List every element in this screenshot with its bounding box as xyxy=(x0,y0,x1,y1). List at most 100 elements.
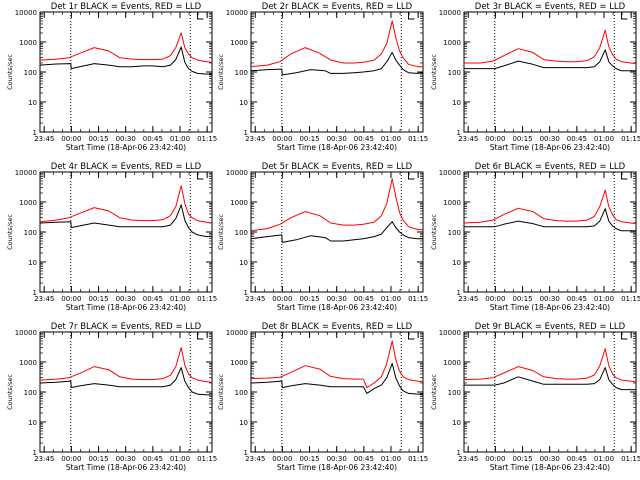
x-axis-title: Start Time (18-Apr-06 23:42:40) xyxy=(277,143,397,152)
x-tick-label: 00:00 xyxy=(272,295,292,303)
plot-frame xyxy=(463,331,637,453)
y-axis-title: Counts/sec xyxy=(6,54,14,90)
x-tick-label: 01:00 xyxy=(381,455,401,463)
x-tick-label: 23:45 xyxy=(34,135,54,143)
panel-title: Det 9r BLACK = Events, RED = LLD xyxy=(475,322,626,332)
series-line-events xyxy=(250,362,423,395)
y-axis-title: Counts/sec xyxy=(430,54,438,90)
plot-frame xyxy=(250,11,424,133)
x-tick-label: 00:15 xyxy=(512,295,532,303)
y-tick-label: 10 xyxy=(28,419,37,427)
panel-det-5: Det 5r BLACK = Events, RED = LLD 1 10 100 10… xyxy=(217,162,428,312)
x-tick-label: 01:15 xyxy=(621,295,640,303)
y-tick-label: 10 xyxy=(28,99,37,107)
x-tick-label: 01:15 xyxy=(197,135,217,143)
y-tick-label: 10 xyxy=(239,99,248,107)
y-tick-label: 100 xyxy=(24,69,37,77)
y-tick-label: 1000 xyxy=(19,39,37,47)
series-line-lld xyxy=(250,178,423,232)
x-tick-label: 00:15 xyxy=(88,295,108,303)
x-tick-label: 01:15 xyxy=(621,455,640,463)
x-tick-label: 23:45 xyxy=(458,455,478,463)
flag-marker xyxy=(197,332,204,340)
series-line-events xyxy=(250,51,424,76)
y-tick-label: 10000 xyxy=(226,169,248,177)
y-axis-title: Counts/sec xyxy=(6,374,14,410)
x-tick-label: 00:15 xyxy=(88,135,108,143)
y-tick-label: 100 xyxy=(235,69,248,77)
y-tick-label: 100 xyxy=(448,229,461,237)
y-tick-label: 10000 xyxy=(15,329,37,337)
x-tick-label: 23:45 xyxy=(245,455,265,463)
x-axis-title: Start Time (18-Apr-06 23:42:40) xyxy=(490,143,610,152)
panel-det-8: Det 8r BLACK = Events, RED = LLD 1 10 100 10… xyxy=(217,322,428,472)
y-tick-label: 1000 xyxy=(19,359,37,367)
y-tick-label: 1000 xyxy=(230,199,248,207)
x-tick-label: 00:00 xyxy=(272,135,292,143)
x-tick-label: 01:00 xyxy=(381,295,401,303)
x-tick-label: 00:30 xyxy=(116,295,136,303)
x-tick-label: 00:45 xyxy=(143,455,163,463)
flag-marker xyxy=(621,172,628,180)
x-tick-label: 00:00 xyxy=(485,295,505,303)
y-tick-label: 1000 xyxy=(443,359,461,367)
panel-title: Det 3r BLACK = Events, RED = LLD xyxy=(475,2,626,12)
flag-marker xyxy=(621,332,628,340)
panel-det-3: Det 3r BLACK = Events, RED = LLD 1 10 100 10… xyxy=(430,2,640,152)
x-tick-label: 00:45 xyxy=(354,455,374,463)
x-tick-label: 01:15 xyxy=(408,135,428,143)
x-tick-label: 00:45 xyxy=(354,295,374,303)
y-tick-label: 1 xyxy=(244,129,248,137)
y-tick-label: 10 xyxy=(239,419,248,427)
x-tick-label: 01:15 xyxy=(408,455,428,463)
x-tick-label: 00:30 xyxy=(116,455,136,463)
x-tick-label: 00:45 xyxy=(354,135,374,143)
series-line-events xyxy=(250,221,423,243)
y-axis-title: Counts/sec xyxy=(217,374,225,410)
x-tick-label: 00:00 xyxy=(485,135,505,143)
y-tick-label: 1 xyxy=(244,449,248,457)
y-axis-title: Counts/sec xyxy=(430,214,438,250)
x-tick-label: 23:45 xyxy=(458,135,478,143)
x-tick-label: 00:00 xyxy=(61,295,81,303)
x-tick-label: 01:00 xyxy=(170,295,190,303)
x-tick-label: 00:30 xyxy=(327,455,347,463)
flag-marker xyxy=(197,172,204,180)
panel-title: Det 8r BLACK = Events, RED = LLD xyxy=(262,322,413,332)
x-tick-label: 00:30 xyxy=(540,455,560,463)
y-tick-label: 10000 xyxy=(226,329,248,337)
x-tick-label: 00:15 xyxy=(299,135,319,143)
x-tick-label: 00:15 xyxy=(88,455,108,463)
y-tick-label: 100 xyxy=(448,389,461,397)
x-tick-label: 00:30 xyxy=(327,295,347,303)
x-tick-label: 00:45 xyxy=(143,135,163,143)
panel-det-2: Det 2r BLACK = Events, RED = LLD 1 10 100 10… xyxy=(217,2,428,152)
y-axis-title: Counts/sec xyxy=(217,214,225,250)
series-line-events xyxy=(39,46,212,75)
y-tick-label: 1000 xyxy=(19,199,37,207)
plot-frame xyxy=(463,11,637,133)
x-axis-title: Start Time (18-Apr-06 23:42:40) xyxy=(66,143,186,152)
y-tick-label: 1000 xyxy=(443,39,461,47)
x-tick-label: 23:45 xyxy=(458,295,478,303)
y-tick-label: 1 xyxy=(33,449,37,457)
flag-marker xyxy=(408,172,415,180)
x-axis-title: Start Time (18-Apr-06 23:42:40) xyxy=(490,463,610,472)
series-line-lld xyxy=(39,32,213,63)
x-tick-label: 23:45 xyxy=(34,295,54,303)
x-tick-label: 01:00 xyxy=(170,455,190,463)
series-line-events xyxy=(464,49,636,72)
series-line-events xyxy=(464,208,636,232)
y-tick-label: 100 xyxy=(24,229,37,237)
panel-title: Det 1r BLACK = Events, RED = LLD xyxy=(51,2,202,12)
x-axis-title: Start Time (18-Apr-06 23:42:40) xyxy=(490,303,610,312)
x-tick-label: 01:00 xyxy=(170,135,190,143)
y-axis-title: Counts/sec xyxy=(6,214,14,250)
y-tick-label: 10 xyxy=(452,99,461,107)
flag-marker xyxy=(408,332,415,340)
x-tick-label: 01:00 xyxy=(594,295,614,303)
x-tick-label: 01:00 xyxy=(381,135,401,143)
x-tick-label: 01:00 xyxy=(594,135,614,143)
series-line-lld xyxy=(464,29,637,65)
